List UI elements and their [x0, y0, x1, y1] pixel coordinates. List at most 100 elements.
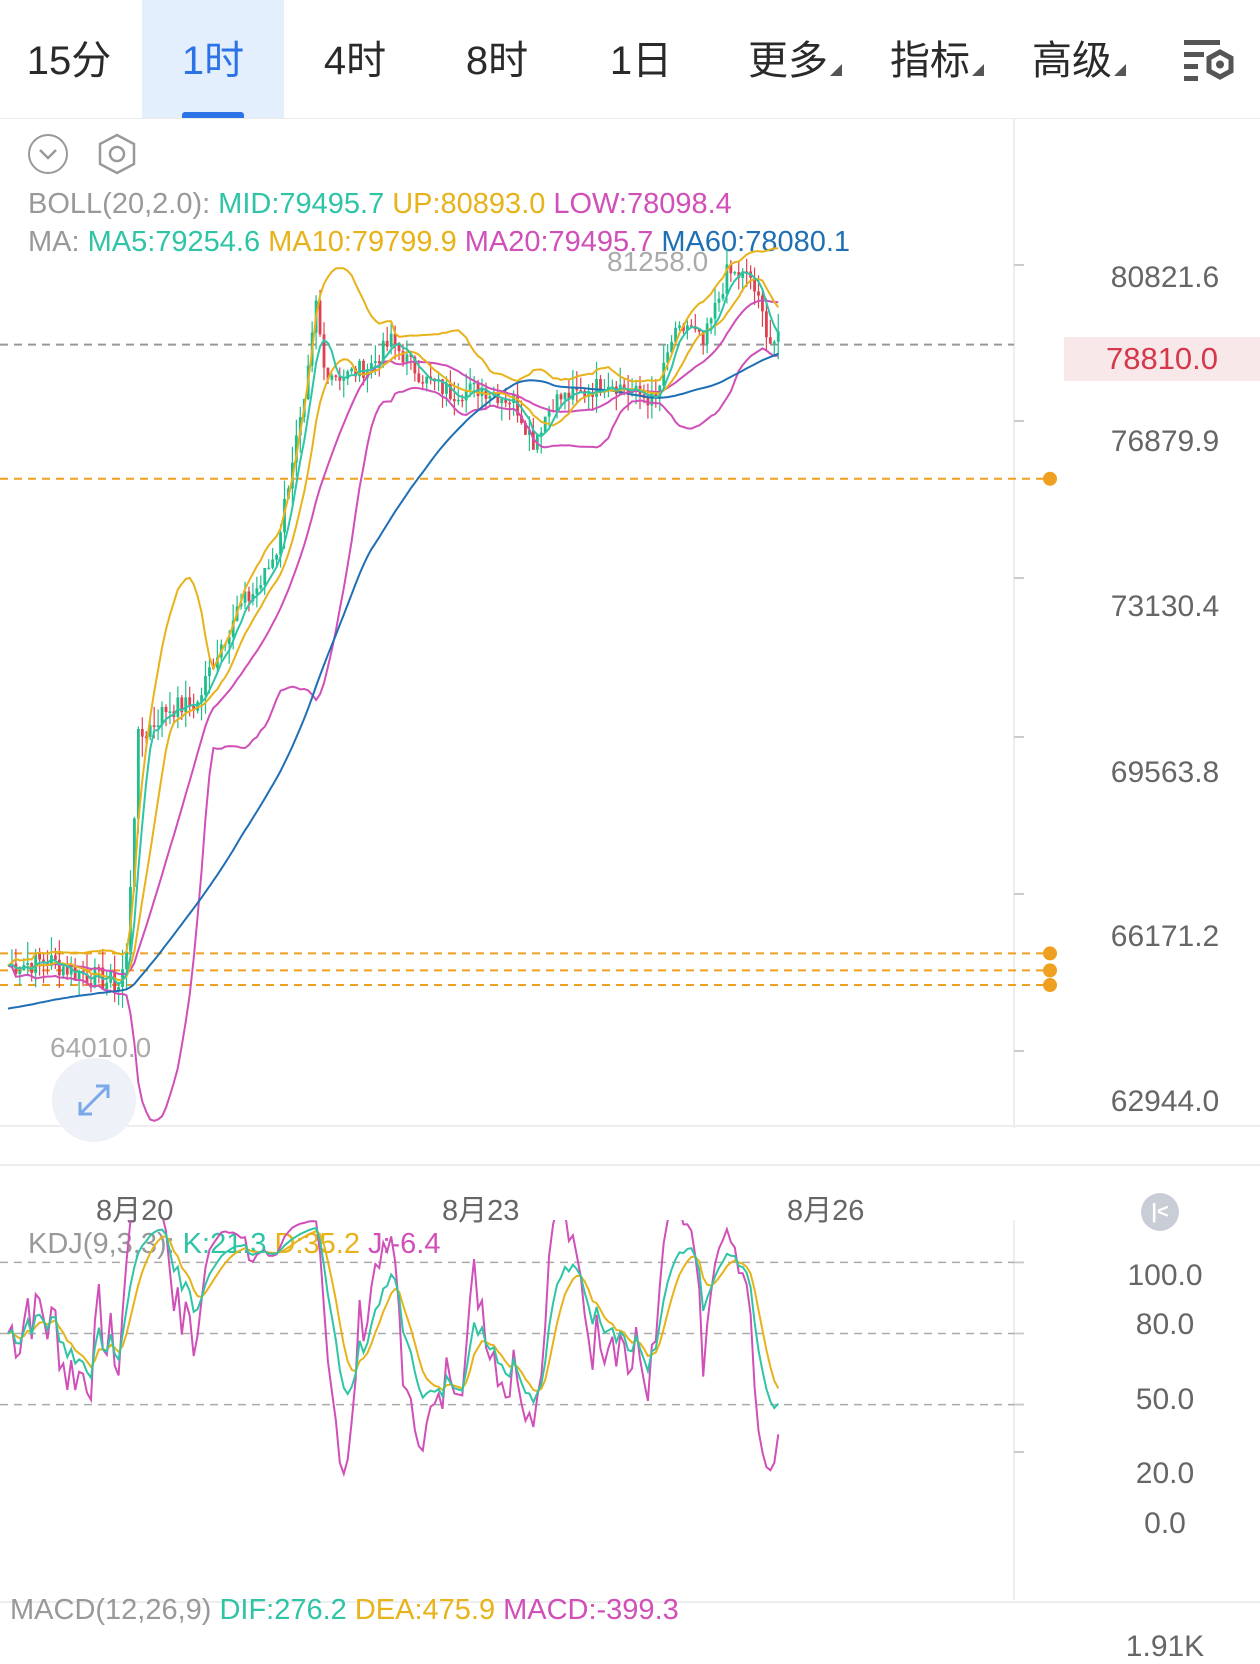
boll-lower-line [7, 347, 779, 1122]
candle [705, 323, 709, 345]
candle [247, 591, 251, 602]
candle [140, 729, 144, 737]
candle [563, 392, 567, 400]
tab-8h[interactable]: 8时 [426, 0, 568, 118]
tab-15min[interactable]: 15分 [0, 0, 138, 118]
hexagon-settings-icon[interactable] [96, 133, 138, 175]
y-tick-label: 62944.0 [1110, 1085, 1220, 1118]
boll-low: LOW:78098.4 [553, 188, 732, 220]
candle [338, 376, 342, 381]
kdj-tick-label: 100.0 [1127, 1259, 1203, 1292]
candle [512, 394, 515, 403]
candle [342, 378, 346, 381]
ma20-line [7, 299, 779, 976]
candle [413, 356, 417, 374]
scroll-to-latest-button[interactable]: |< [1141, 1193, 1179, 1231]
candle [136, 729, 140, 819]
candle [358, 360, 361, 377]
macd-legend: MACD(12,26,9) DIF:276.2 DEA:475.9 MACD:-399… [10, 1594, 687, 1627]
kdj-d-line [7, 1230, 780, 1393]
candle [121, 969, 124, 987]
candle [761, 295, 764, 312]
candle [417, 373, 421, 383]
candle [152, 725, 156, 727]
boll-upper-line [7, 247, 779, 967]
candle [504, 398, 508, 403]
candle [441, 379, 444, 394]
chart-settings-icon[interactable] [1180, 30, 1240, 90]
candle [464, 389, 468, 401]
kdj-chart[interactable] [0, 1220, 1260, 1610]
candle [330, 375, 334, 380]
alert-marker [1043, 946, 1057, 961]
candle [753, 277, 756, 292]
candle [697, 329, 701, 332]
candle [26, 962, 30, 966]
candle [488, 395, 492, 399]
tab-4h[interactable]: 4时 [284, 0, 426, 118]
boll-up: UP:80893.0 [392, 188, 546, 220]
candle [34, 952, 38, 973]
candle [626, 389, 630, 393]
candle [547, 410, 551, 417]
candle [294, 435, 298, 463]
candle [350, 368, 354, 372]
tab-label: 8时 [465, 39, 529, 83]
tab-more[interactable]: 更多 [735, 0, 855, 118]
candle [180, 697, 184, 713]
candle [452, 399, 456, 402]
candle [385, 340, 389, 347]
candle [346, 371, 350, 379]
ma-legend: MA: MA5:79254.6 MA10:79799.9 MA20:79495.7 MA… [28, 226, 858, 259]
x-tick-label: 8月26 [787, 1195, 865, 1227]
ma60-value: MA60:78080.1 [661, 226, 851, 258]
low-price-marker: 64010.0 [50, 1032, 152, 1063]
tab-indicators[interactable]: 指标 [877, 0, 997, 118]
candle [421, 382, 425, 384]
dropdown-caret-icon [972, 64, 984, 76]
candlestick-chart[interactable] [0, 118, 1260, 1178]
candle [105, 982, 109, 990]
candle [227, 636, 231, 645]
candle [528, 430, 531, 435]
y-tick-label: 76879.9 [1110, 425, 1220, 458]
tab-label: 4时 [323, 39, 387, 83]
interval-tab-bar: 15分 1时 4时 8时 1日 更多 指标 高级 [0, 0, 1260, 119]
candle [508, 402, 512, 405]
candle [567, 392, 571, 400]
tab-advanced[interactable]: 高级 [1019, 0, 1139, 118]
candle [496, 393, 500, 404]
candle [69, 965, 73, 975]
candle [85, 974, 89, 984]
candle [243, 591, 247, 603]
tab-1d[interactable]: 1日 [570, 0, 712, 118]
ma10-value: MA10:79799.9 [268, 226, 457, 258]
tab-label: 高级 [1032, 39, 1112, 83]
x-tick-label: 8月23 [442, 1195, 520, 1227]
tab-label: 1日 [609, 39, 673, 83]
candle [717, 298, 721, 303]
candle [18, 970, 22, 974]
chevron-down-circle-icon[interactable] [27, 133, 69, 175]
candle [520, 415, 523, 423]
candle [164, 707, 168, 712]
ma-label: MA: [28, 226, 80, 258]
candle [709, 318, 713, 324]
candle [725, 264, 729, 295]
candle [259, 585, 263, 589]
candle [729, 264, 733, 274]
macd-label: MACD(12,26,9) [10, 1594, 212, 1626]
tab-1h[interactable]: 1时 [142, 0, 284, 118]
candle [77, 970, 81, 980]
candle [251, 594, 255, 602]
candle [370, 363, 373, 370]
candle [192, 705, 196, 711]
candle [765, 311, 768, 338]
expand-chart-button[interactable] [52, 1058, 136, 1142]
candle [555, 394, 559, 411]
candle [689, 325, 693, 327]
candle [559, 394, 563, 400]
candle [334, 375, 338, 377]
kdj-tick-label: 0.0 [1144, 1507, 1186, 1540]
ma5-line [7, 270, 780, 986]
